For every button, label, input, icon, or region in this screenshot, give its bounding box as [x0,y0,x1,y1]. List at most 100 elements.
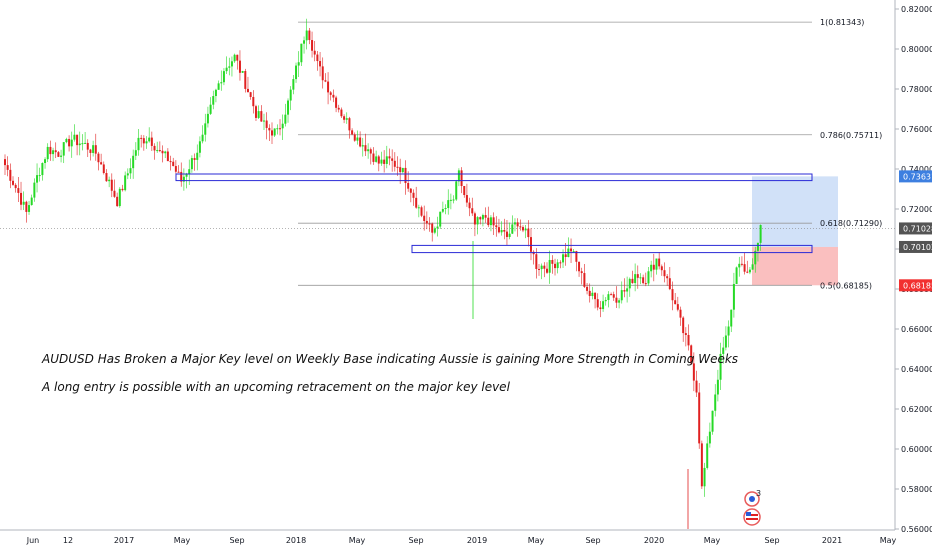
candle-body [105,173,108,182]
candle-body [527,228,530,238]
candle-body [487,217,490,226]
candle-body [548,259,551,273]
candle-body [551,259,554,264]
candle-body [271,130,273,136]
candle-body [727,326,730,336]
candle-body [377,156,380,164]
candle-body [396,166,399,168]
candle-body [722,347,725,354]
fib-level-label: 0.5(0.68185) [820,281,872,290]
earnings-icon-core [749,496,755,502]
price-axis[interactable]: 0.82000 0.80000 0.78000 0.76000 0.74000 0.720… [895,5,932,534]
candle-body [305,30,308,41]
candle-body [65,138,68,143]
candle-body [359,137,362,147]
candle-body [375,156,378,162]
candle-body [676,304,679,310]
price-tag[interactable] [899,279,932,292]
major-key-level-zone[interactable] [411,244,813,254]
candle-body [521,227,524,231]
candle-body [623,290,626,292]
candle-body [751,264,754,270]
candle-body [348,118,351,131]
target-zone-box[interactable] [752,176,838,247]
candle-body [6,165,9,170]
candle-body [36,175,39,183]
price-tick-label: 0.66000 [901,325,932,334]
candle-body [658,258,661,267]
candle-body [690,345,693,364]
candle-body [225,67,228,72]
candle-body [495,225,498,228]
candle-body [682,317,685,334]
price-tick-label: 0.82000 [901,5,932,14]
us-flag-icon[interactable] [743,508,761,526]
candle-body [319,61,322,67]
fibonacci-retracement[interactable]: 1(0.81343) 0.786(0.75711) 0.618(0.71290) 0.… [0,18,895,290]
price-tick-label: 0.64000 [901,365,932,374]
candle-body [700,443,703,487]
candle-body [465,195,468,203]
price-tag[interactable] [899,170,932,183]
candle-body [228,66,231,68]
price-tick-label: 0.62000 [901,405,932,414]
price-tag[interactable] [899,222,932,235]
time-tick-label: 2021 [822,536,842,545]
candle-body [642,277,645,284]
stop-zone-box[interactable] [752,246,838,286]
candle-body [634,274,637,284]
candle-body [706,443,709,468]
time-tick-label: Sep [408,536,423,545]
candle-body [618,300,621,303]
candle-body [684,333,687,335]
candle-body [188,169,191,174]
candle-body [503,229,506,232]
annotation-text-1: AUDUSD Has Broken a Major Key level on W… [41,352,738,366]
candle-body [14,184,17,189]
upper-key-zone[interactable] [175,173,813,182]
candle-body [535,254,538,269]
candle-body [289,89,292,101]
candle-body [329,92,332,95]
candle-body [297,62,300,66]
candle-body [759,225,762,243]
candle-body [193,158,196,160]
candle-body [746,271,749,273]
candle-body [268,127,271,131]
candle-body [631,278,634,284]
candle-body [273,128,276,136]
candle-body [68,138,71,147]
candle-body [321,66,324,81]
candle-body [28,205,31,212]
candle-body [591,292,594,296]
key-level-zones[interactable] [175,173,813,254]
candle-body [492,217,495,226]
candle-body [602,301,605,310]
price-tick-label: 0.60000 [901,445,932,454]
candle-body [22,201,25,205]
long-position-tool[interactable] [752,176,838,286]
time-tick-label: 2020 [644,536,664,545]
price-tick-label: 0.78000 [901,85,932,94]
candle-body [391,158,394,161]
candle-body [455,181,458,200]
candle-body [660,266,663,271]
candle-body [252,96,255,107]
candle-body [471,208,474,214]
candle-body [44,159,47,164]
price-tag-label: 0.73631 [903,172,932,181]
event-badge[interactable]: 3 [743,489,761,526]
candle-body [436,226,439,229]
candle-body [281,123,284,129]
price-tick-label: 0.76000 [901,125,932,134]
candle-body [500,229,503,233]
candle-body [578,261,581,272]
candle-body [257,111,260,118]
price-tag[interactable] [899,240,932,253]
candle-body [126,173,129,176]
annotation-text-2: A long entry is possible with an upcomin… [41,380,511,394]
time-axis[interactable]: Jun 12 2017 May Sep 2018 May Sep 2019 May Sep 2020 M… [26,536,897,545]
candle-body [559,262,562,264]
candle-body [364,145,367,152]
